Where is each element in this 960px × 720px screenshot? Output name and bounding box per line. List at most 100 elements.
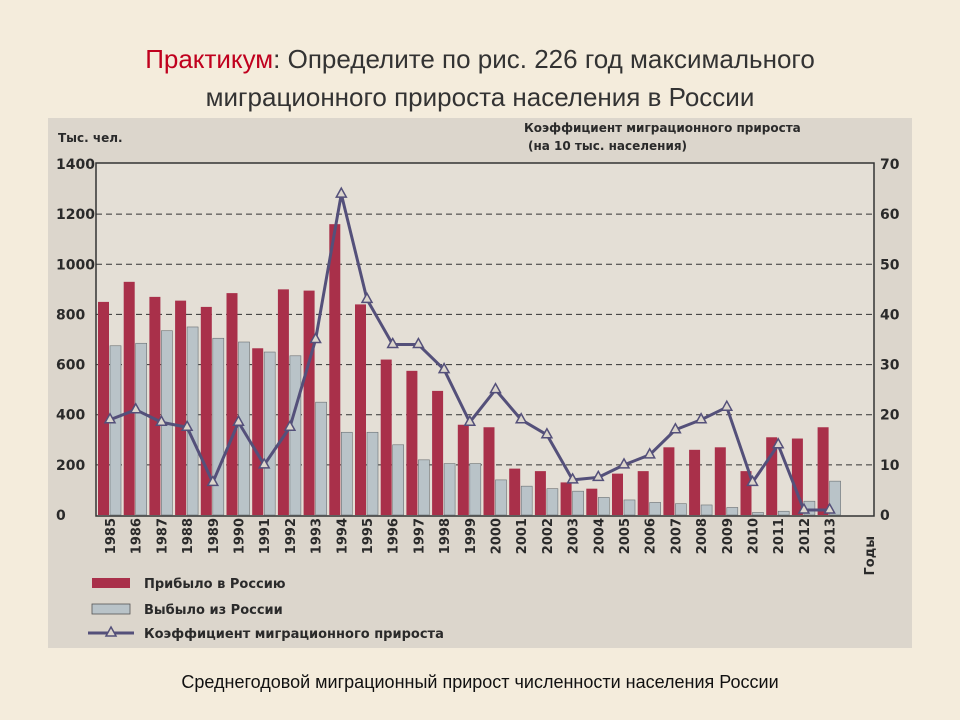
year-tick-label: 1994 [335, 518, 350, 554]
x-axis-label: Годы [863, 536, 878, 575]
bar-arrived [714, 447, 726, 515]
coef-point [103, 412, 117, 424]
coef-point [412, 336, 425, 349]
year-tick-label: 1989 [207, 518, 222, 554]
year-tick-label: 2007 [669, 518, 684, 554]
title-accent: Практикум [145, 44, 274, 74]
bar-arrived [406, 370, 418, 515]
year-tick-label: 1998 [438, 518, 453, 554]
year-tick-label: 1997 [412, 518, 427, 554]
bar-left [289, 355, 302, 516]
bar-arrived [303, 290, 315, 515]
bar-left [315, 401, 327, 516]
bar-left [186, 326, 199, 516]
coef-point [232, 414, 245, 426]
year-tick-label: 1990 [233, 518, 248, 554]
bar-arrived [175, 300, 187, 515]
bar-arrived [380, 359, 392, 515]
bar-arrived [98, 301, 109, 515]
bar-arrived [432, 390, 444, 515]
bar-left [675, 503, 687, 516]
year-tick-label: 2002 [541, 518, 556, 554]
bar-arrived [483, 427, 495, 515]
left-tick-label: 200 [56, 458, 85, 474]
coef-point [746, 474, 759, 487]
bar-left [572, 490, 584, 516]
coef-point [566, 472, 579, 484]
caption: Среднегодовой миграционный прирост числе… [181, 672, 779, 692]
bar-arrived [766, 437, 778, 515]
legend-coef-marker [104, 625, 118, 637]
year-tick-label: 2006 [644, 518, 659, 554]
bar-left [597, 497, 610, 516]
left-tick-label: 0 [56, 508, 66, 524]
bar-arrived [560, 482, 572, 515]
coef-point [335, 186, 348, 198]
year-tick-label: 2008 [695, 518, 710, 554]
bar-left [649, 502, 662, 516]
coef-point [155, 414, 168, 426]
bar-left [726, 507, 739, 516]
legend-left-swatch [91, 603, 131, 615]
bar-arrived [355, 304, 366, 515]
coef-point [283, 419, 297, 431]
year-tick-label: 1995 [361, 518, 376, 554]
year-tick-label: 1996 [387, 518, 402, 554]
coef-point [386, 336, 399, 349]
legend-coef-label: Коэффициент миграционного прироста [144, 627, 444, 642]
bar-arrived [612, 473, 623, 515]
year-tick-label: 1992 [284, 518, 299, 554]
right-tick-label: 70 [880, 157, 900, 173]
year-tick-label: 1985 [104, 518, 119, 554]
bar-arrived [252, 348, 264, 515]
bar-left [520, 485, 533, 516]
bar-left [546, 488, 559, 516]
bar-arrived [586, 488, 598, 515]
left-tick-label: 1400 [56, 157, 95, 173]
right-tick-label: 40 [880, 307, 900, 323]
coef-point [643, 447, 656, 459]
chart-photo: Тыс. чел. Коэффициент миграционного прир… [48, 118, 912, 648]
coef-point [592, 469, 605, 482]
bar-left [623, 499, 636, 516]
bar-left [392, 444, 405, 516]
year-tick-label: 2013 [824, 518, 839, 554]
coef-point [257, 457, 271, 469]
coef-point [180, 419, 194, 431]
bar-arrived [740, 471, 752, 515]
year-tick-label: 2003 [567, 518, 582, 554]
coef-point [437, 362, 451, 374]
year-tick-label: 2000 [490, 518, 505, 554]
bar-arrived [791, 438, 803, 515]
bar-arrived [663, 447, 675, 515]
title-line2: миграционного прироста населения в Росси… [205, 82, 755, 112]
coef-point [309, 331, 322, 344]
bar-arrived [200, 306, 212, 515]
left-tick-label: 600 [56, 358, 85, 374]
year-tick-label: 1986 [130, 518, 145, 554]
coef-point [489, 382, 502, 394]
left-tick-label: 400 [56, 408, 85, 424]
year-tick-label: 1988 [181, 518, 196, 554]
bar-arrived [123, 281, 135, 515]
bar-left [366, 431, 379, 516]
legend-left-label: Выбыло из России [144, 603, 283, 618]
bar-left [263, 351, 276, 516]
coef-point [540, 427, 554, 439]
legend-arrived-label: Прибыло в Россию [144, 577, 286, 592]
right-tick-label: 30 [880, 358, 900, 374]
right-tick-label: 0 [880, 508, 890, 524]
year-tick-label: 2009 [721, 518, 736, 554]
title-rest-line1: : Определите по рис. 226 год максимально… [273, 44, 815, 74]
coef-point [771, 437, 785, 449]
right-tick-label: 20 [880, 408, 900, 424]
legend-arrived-swatch [92, 578, 130, 588]
coef-point [617, 457, 631, 469]
right-axis-label-line2: (на 10 тыс. населения) [528, 139, 687, 153]
bar-left [443, 463, 456, 516]
right-axis-label-line1: Коэффициент миграционного прироста [524, 121, 801, 135]
bar-left [135, 342, 147, 516]
bar-arrived [329, 224, 341, 515]
bar-left [829, 480, 841, 516]
bar-arrived [817, 427, 829, 515]
